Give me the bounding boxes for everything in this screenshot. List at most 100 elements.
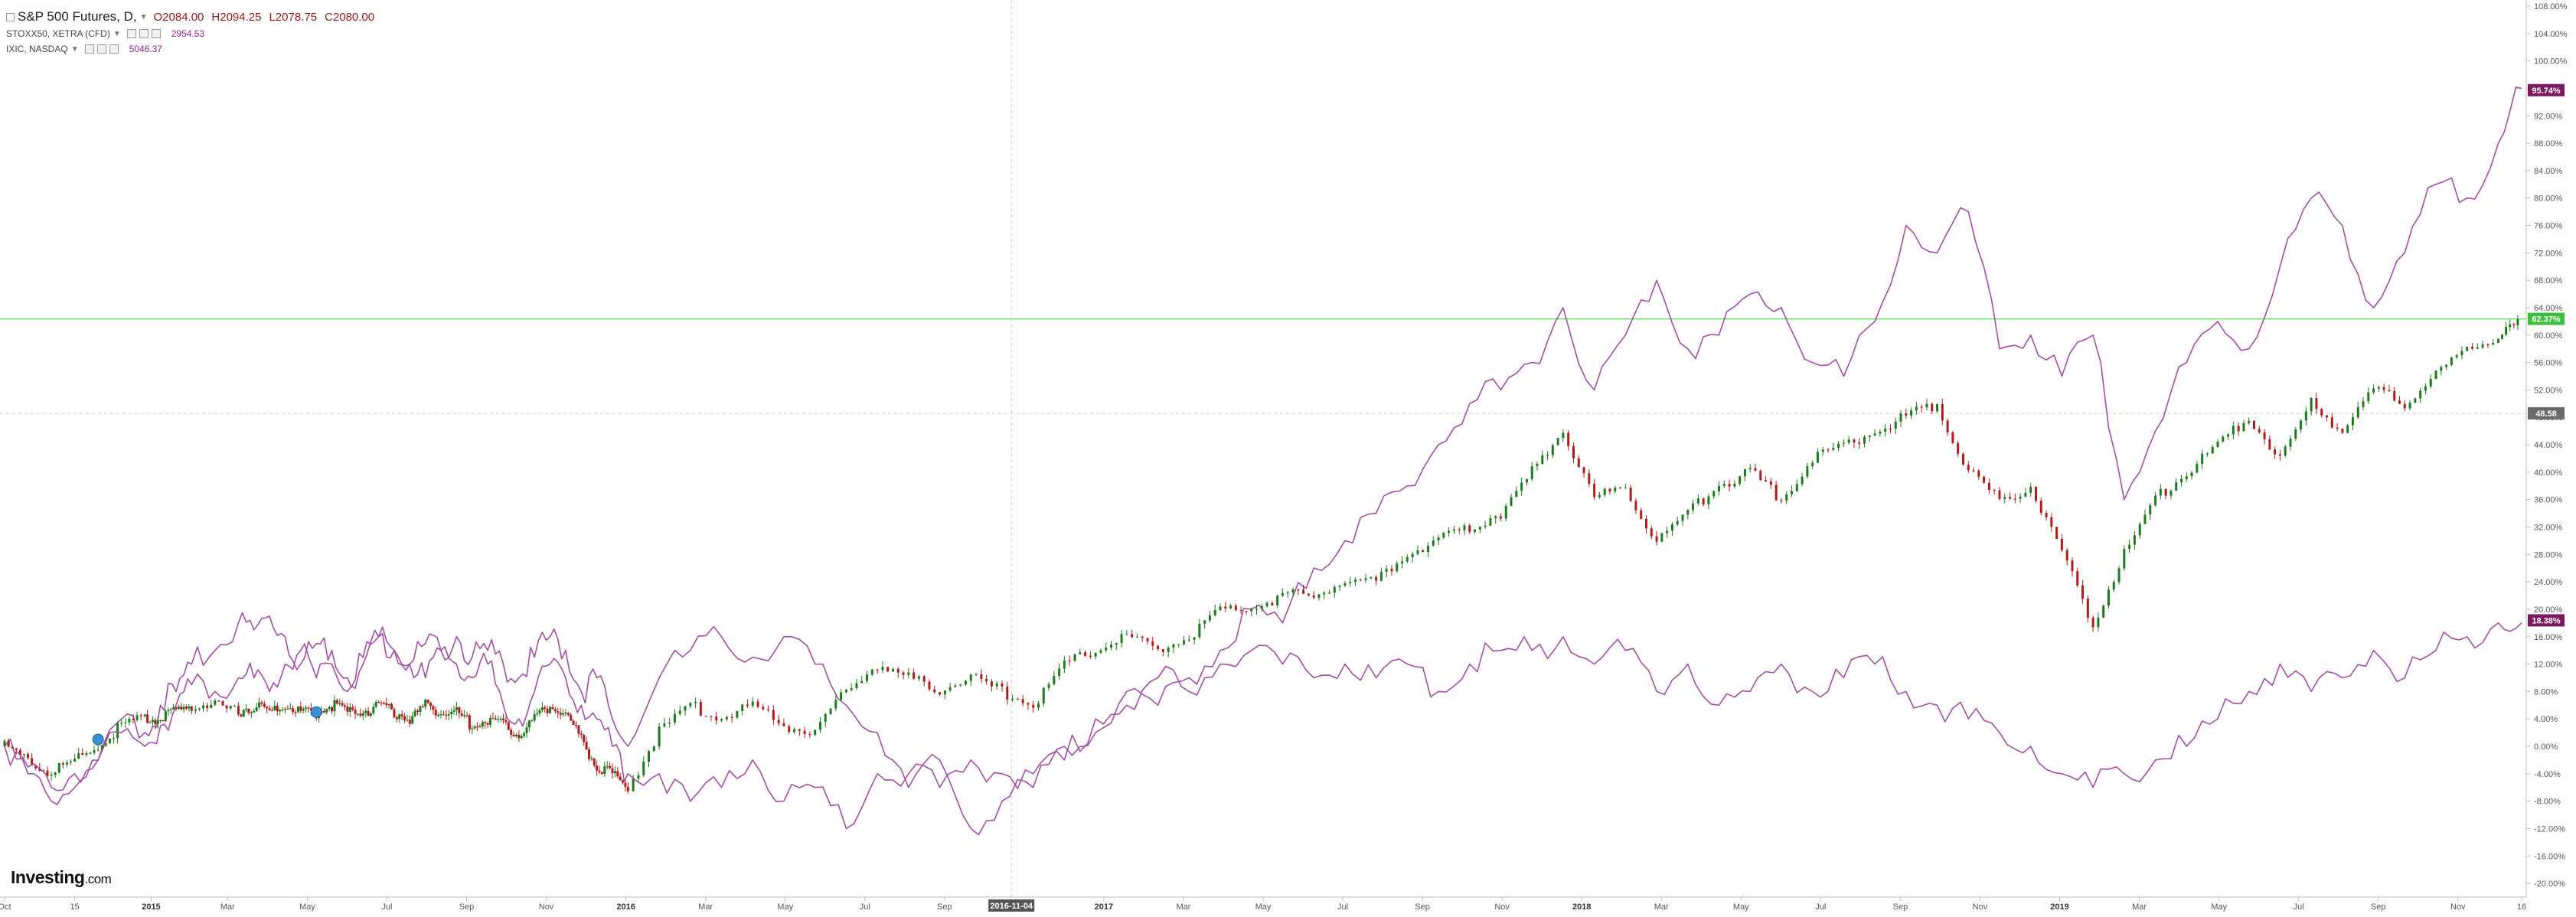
candle-body bbox=[299, 707, 302, 711]
y-tick-label: 44.00% bbox=[2534, 441, 2563, 450]
candle-body bbox=[139, 715, 142, 716]
compare-row-stoxx[interactable]: STOXX50, XETRA (CFD) ▼ 2954.53 bbox=[6, 26, 382, 41]
y-tick-label: 80.00% bbox=[2534, 194, 2563, 204]
candle-body bbox=[1821, 449, 1824, 452]
candle-body bbox=[1827, 449, 1830, 451]
x-tick-label: Jul bbox=[1815, 902, 1826, 912]
candle-body bbox=[1317, 594, 1321, 598]
x-tick-label: May bbox=[777, 902, 793, 912]
candle-body bbox=[460, 713, 463, 716]
y-tick-label: -20.00% bbox=[2534, 879, 2565, 889]
candle-body bbox=[2019, 496, 2022, 499]
candle-body bbox=[135, 715, 139, 720]
candle-body bbox=[233, 706, 236, 707]
candle-body bbox=[1530, 466, 1533, 479]
candle-body bbox=[2445, 364, 2448, 367]
visibility-icon[interactable] bbox=[84, 44, 94, 54]
candle-body bbox=[746, 704, 749, 706]
candle-body bbox=[1442, 533, 1445, 538]
candle-body bbox=[484, 722, 487, 723]
candle-body bbox=[1385, 569, 1388, 573]
candle-body bbox=[2486, 344, 2489, 346]
candle-body bbox=[1390, 569, 1393, 572]
candle-body bbox=[146, 714, 149, 723]
candle-body bbox=[1478, 527, 1481, 530]
y-tick-label: 52.00% bbox=[2534, 386, 2563, 395]
candle-body bbox=[2424, 386, 2427, 391]
chevron-down-icon[interactable]: ▼ bbox=[70, 44, 79, 54]
candle-body bbox=[1941, 403, 1944, 421]
chevron-down-icon[interactable]: ▼ bbox=[139, 12, 148, 21]
close-icon[interactable] bbox=[151, 29, 161, 38]
candle-body bbox=[1494, 516, 1497, 519]
candle-body bbox=[2304, 411, 2307, 421]
candle-body bbox=[834, 700, 837, 709]
candle-body bbox=[1655, 536, 1658, 542]
main-symbol-row[interactable]: S&P 500 Futures, D, ▼ O2084.00 H2094.25 … bbox=[6, 8, 382, 26]
candle-body bbox=[1338, 586, 1341, 587]
candle-body bbox=[637, 775, 640, 779]
candle-body bbox=[1853, 439, 1856, 443]
candle-body bbox=[514, 734, 517, 736]
candle-body bbox=[253, 710, 256, 713]
settings-icon[interactable] bbox=[139, 29, 149, 38]
candle-body bbox=[1863, 436, 1866, 444]
candle-body bbox=[844, 690, 847, 693]
y-tick-label: 40.00% bbox=[2534, 468, 2563, 478]
candle-body bbox=[613, 771, 616, 774]
y-tick-label: 36.00% bbox=[2534, 496, 2563, 505]
candle-body bbox=[2330, 417, 2333, 428]
candle-body bbox=[1541, 455, 1544, 464]
candle-body bbox=[57, 762, 60, 773]
y-tick-label: 8.00% bbox=[2534, 687, 2558, 697]
candle-body bbox=[15, 748, 18, 750]
candle-body bbox=[403, 716, 406, 720]
x-tick-label: Jul bbox=[860, 902, 870, 912]
candle-body bbox=[540, 707, 544, 710]
candle-body bbox=[1961, 453, 1964, 465]
candle-body bbox=[1297, 589, 1300, 591]
candle-body bbox=[1302, 589, 1305, 594]
compare-value: 2954.53 bbox=[171, 28, 205, 39]
candle-body bbox=[491, 718, 495, 720]
y-tick-label: -16.00% bbox=[2534, 852, 2565, 861]
candle-body bbox=[143, 714, 146, 716]
candle-body bbox=[2455, 355, 2458, 357]
close-icon[interactable] bbox=[109, 44, 119, 54]
candle-body bbox=[387, 703, 390, 706]
candle-body bbox=[2403, 403, 2406, 409]
settings-icon[interactable] bbox=[96, 44, 106, 54]
candle-body bbox=[1474, 529, 1477, 532]
compare-row-ixic[interactable]: IXIC, NASDAQ ▼ 5046.37 bbox=[6, 41, 382, 57]
chevron-down-icon[interactable]: ▼ bbox=[113, 29, 121, 38]
candle-body bbox=[85, 752, 88, 755]
x-axis[interactable]: Oct 15 2015 Mar May Jul Sep Nov 2016 Mar May Jul Sep… bbox=[0, 897, 2526, 912]
candle-body bbox=[245, 708, 248, 710]
investing-logo[interactable]: Investing.com bbox=[11, 867, 112, 888]
candle-body bbox=[2434, 370, 2437, 380]
candle-body bbox=[225, 705, 228, 709]
collapse-icon[interactable] bbox=[6, 12, 15, 21]
candle-body bbox=[2055, 527, 2059, 539]
candle-body bbox=[1406, 557, 1409, 562]
compare-name[interactable]: STOXX50, XETRA (CFD) bbox=[6, 28, 110, 39]
compare-name[interactable]: IXIC, NASDAQ bbox=[6, 44, 68, 54]
y-tick-label: 76.00% bbox=[2534, 222, 2563, 231]
candle-body bbox=[1115, 643, 1118, 645]
symbol-title[interactable]: S&P 500 Futures, D, bbox=[18, 9, 137, 24]
candle-body bbox=[798, 729, 801, 731]
candle-body bbox=[89, 752, 92, 754]
candle-body bbox=[1286, 592, 1289, 594]
candle-body bbox=[361, 713, 364, 716]
candle-body bbox=[237, 706, 240, 715]
x-tick-label: May bbox=[1255, 902, 1272, 912]
visibility-icon[interactable] bbox=[126, 29, 136, 38]
candle-body bbox=[741, 704, 744, 711]
candle-body bbox=[829, 708, 832, 714]
candle-body bbox=[2211, 447, 2214, 454]
candle-body bbox=[1972, 470, 1975, 472]
candle-body bbox=[1644, 518, 1647, 529]
candle-body bbox=[523, 733, 526, 736]
candle-body bbox=[2205, 453, 2209, 455]
